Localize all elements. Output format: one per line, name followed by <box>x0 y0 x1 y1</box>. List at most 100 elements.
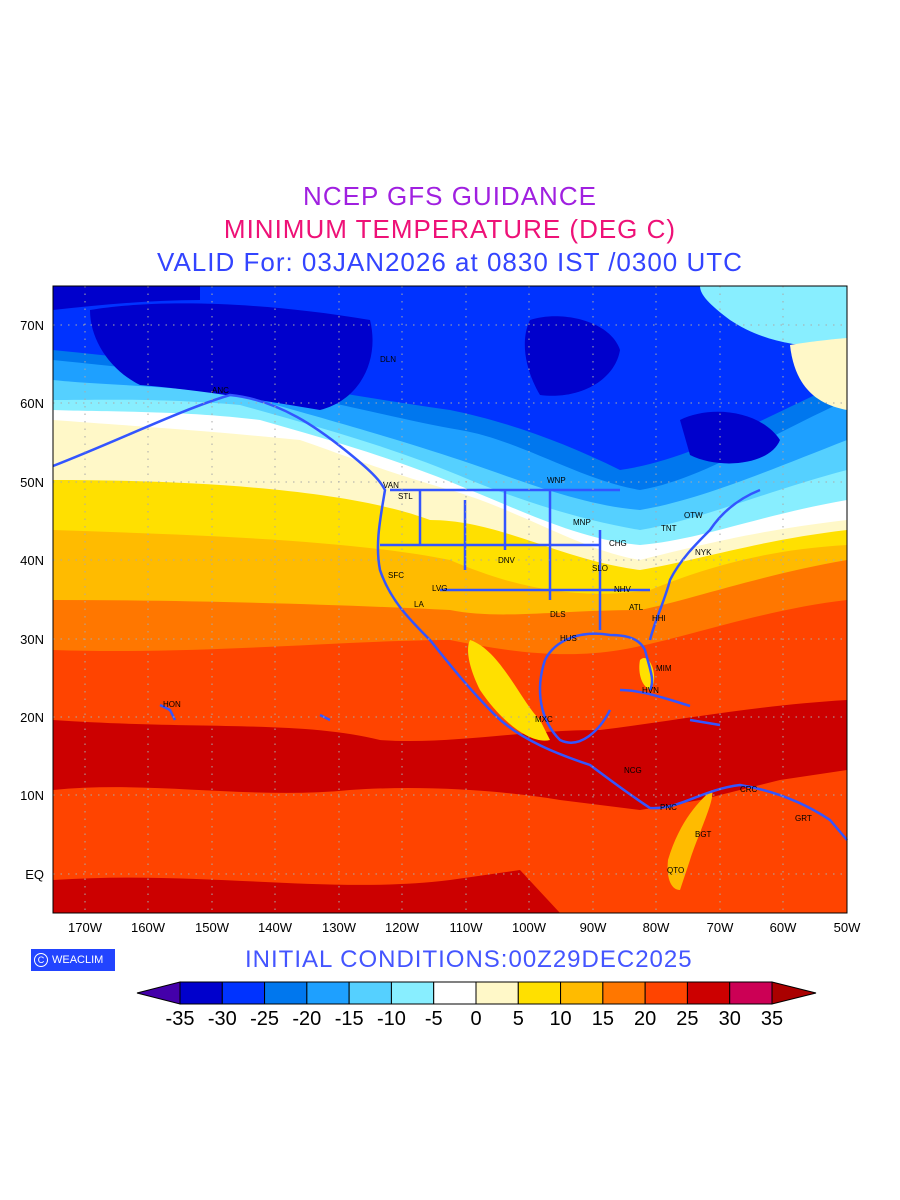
station-tnt: TNT <box>661 524 677 533</box>
station-lvg: LVG <box>432 584 447 593</box>
station-hus: HUS <box>560 634 577 643</box>
station-hon: HON <box>163 700 181 709</box>
field-25-30-south <box>53 870 560 913</box>
x-tick: 120W <box>385 920 420 935</box>
x-tick: 150W <box>195 920 230 935</box>
colorbar-label: 15 <box>592 1008 614 1030</box>
station-otw: OTW <box>684 511 703 520</box>
station-atl: ATL <box>629 603 644 612</box>
station-sfc: SFC <box>388 571 404 580</box>
station-nyk: NYK <box>695 548 712 557</box>
colorbar-label: 30 <box>719 1008 741 1030</box>
x-tick: 80W <box>643 920 670 935</box>
gulf-mexico-coastline <box>538 659 612 744</box>
station-dnv: DNV <box>498 556 516 565</box>
logo-text: WEACLIM <box>52 954 104 966</box>
station-wnp: WNP <box>547 476 566 485</box>
colorbar-below-triangle <box>136 981 181 1005</box>
x-tick: 50W <box>834 920 861 935</box>
station-qto: QTO <box>667 866 684 875</box>
temperature-field <box>53 286 847 913</box>
field-m35-m30-nw <box>53 286 200 310</box>
copyright-icon: C <box>34 953 48 967</box>
station-anc: ANC <box>212 386 229 395</box>
colorbar-label: 0 <box>470 1008 481 1030</box>
field-andes <box>667 790 713 890</box>
x-tick: 60W <box>770 920 797 935</box>
colorbar-label: -30 <box>208 1008 237 1030</box>
field-m35-m30-alaska <box>90 303 373 410</box>
station-grt: GRT <box>795 814 812 823</box>
colorbar-label: 25 <box>676 1008 698 1030</box>
field-greenland-cyan <box>700 286 847 347</box>
title-variable: MINIMUM TEMPERATURE (DEG C) <box>223 214 677 244</box>
field-mexico-plateau <box>468 640 550 741</box>
colorbar: -35 -30 -25 -20 -15 -10 -5 0 5 10 15 20 25 30 35 <box>136 981 817 1030</box>
field-greenland-cream <box>790 338 847 410</box>
station-chg: CHG <box>609 539 627 548</box>
y-axis-ticks: 70N 60N 50N 40N 30N 20N 10N EQ <box>20 318 44 882</box>
field-m35-m30-quebec <box>680 411 780 464</box>
colorbar-swatch <box>729 981 773 1005</box>
station-mxc: MXC <box>535 715 553 724</box>
colorbar-swatch <box>560 981 604 1005</box>
colorbar-label: -15 <box>335 1008 364 1030</box>
y-tick: 70N <box>20 318 44 333</box>
state-borders <box>380 488 650 630</box>
y-tick: 30N <box>20 632 44 647</box>
station-crc: CRC <box>740 785 758 794</box>
station-dln: DLN <box>380 355 396 364</box>
station-labels: ANC DLN VAN STL WNP MNP OTW TNT CHG NYK … <box>163 355 812 875</box>
colorbar-swatch <box>221 981 266 1005</box>
station-nhv: NHV <box>614 585 632 594</box>
station-mnp: MNP <box>573 518 591 527</box>
colorbar-swatch <box>179 981 223 1005</box>
colorbar-swatch <box>517 981 562 1005</box>
station-hvn: HVN <box>642 686 659 695</box>
colorbar-label: -20 <box>292 1008 321 1030</box>
x-tick: 160W <box>131 920 166 935</box>
y-tick: 50N <box>20 475 44 490</box>
y-tick: 40N <box>20 553 44 568</box>
station-dls: DLS <box>550 610 566 619</box>
y-tick: 10N <box>20 788 44 803</box>
x-tick: 70W <box>707 920 734 935</box>
colorbar-swatch <box>306 981 350 1005</box>
map-frame <box>52 285 848 914</box>
x-tick: 140W <box>258 920 293 935</box>
station-slo: SLO <box>592 564 608 573</box>
colorbar-label: 35 <box>761 1008 783 1030</box>
y-tick: EQ <box>25 867 44 882</box>
colorbar-swatch <box>686 981 731 1005</box>
colorbar-label: -25 <box>250 1008 279 1030</box>
colorbar-label: 5 <box>513 1008 524 1030</box>
weaclim-logo: C WEACLIM <box>31 949 115 971</box>
station-stl: STL <box>398 492 413 501</box>
colorbar-swatch <box>348 981 392 1005</box>
station-hhi: HHI <box>652 614 666 623</box>
colorbar-above-triangle <box>771 981 817 1005</box>
colorbar-label: -10 <box>377 1008 406 1030</box>
colorbar-swatch <box>433 981 477 1005</box>
title-valid-time: VALID For: 03JAN2026 at 0830 IST /0300 U… <box>157 247 743 277</box>
y-tick: 20N <box>20 710 44 725</box>
station-la: LA <box>414 600 424 609</box>
station-ncg: NCG <box>624 766 642 775</box>
gulf-atlantic-coastline <box>543 488 761 691</box>
title-model: NCEP GFS GUIDANCE <box>303 181 597 211</box>
y-tick: 60N <box>20 396 44 411</box>
x-tick: 110W <box>450 920 484 935</box>
x-axis-ticks: 170W 160W 150W 140W 130W 120W 110W 100W … <box>68 920 861 935</box>
station-bgt: BGT <box>695 830 712 839</box>
station-van: VAN <box>383 481 399 490</box>
colorbar-label: -5 <box>425 1008 443 1030</box>
station-pnc: PNC <box>660 803 677 812</box>
colorbar-swatch <box>644 981 688 1005</box>
islands <box>159 688 721 727</box>
colorbar-label: -35 <box>166 1008 195 1030</box>
initial-conditions: INITIAL CONDITIONS:00Z29DEC2025 <box>245 946 693 973</box>
station-mim: MIM <box>656 664 672 673</box>
x-tick: 130W <box>322 920 357 935</box>
colorbar-swatch <box>264 981 308 1005</box>
